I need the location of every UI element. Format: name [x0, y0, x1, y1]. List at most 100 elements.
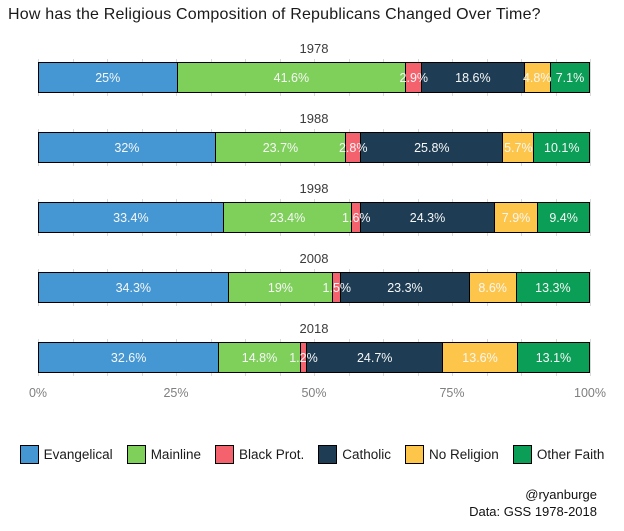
stacked-bar: 34.3% 19% 1.5% 23.3% 8.6% 13.3% [38, 272, 590, 303]
bar-segment-catholic: 24.7% [306, 343, 443, 372]
bar-segment-other-faith: 10.1% [533, 133, 589, 162]
bar-segment-value: 41.6% [273, 70, 310, 85]
bar-segment-value: 24.7% [356, 350, 393, 365]
bar-segment-other-faith: 13.1% [516, 343, 589, 372]
facet-panel: 25% 41.6% 2.9% 18.6% 4.8% 7.1% [38, 59, 591, 96]
attribution-source: Data: GSS 1978-2018 [469, 504, 597, 519]
attribution: @ryanburge Data: GSS 1978-2018 [469, 486, 597, 520]
legend-item-catholic: Catholic [318, 445, 391, 464]
stacked-bar: 33.4% 23.4% 1.6% 24.3% 7.9% 9.4% [38, 202, 590, 233]
bar-segment-evangelical: 25% [39, 63, 177, 92]
bar-segment-other-faith: 9.4% [537, 203, 589, 232]
bar-segment-value: 1.6% [342, 210, 371, 225]
x-axis-tick: 50% [301, 386, 327, 400]
bar-segment-catholic: 25.8% [360, 133, 503, 162]
bar-segment-black-prot-: 1.2% [289, 343, 318, 372]
bar-segment-value: 5.7% [504, 140, 533, 155]
bar-segment-no-religion: 5.7% [502, 133, 534, 162]
legend-label: Other Faith [536, 447, 605, 462]
legend-swatch [512, 445, 532, 464]
facet-year-label: 1978 [299, 41, 329, 56]
facet-1978: 1978 25% 41.6% 2.9% 18.6% 4.8% 7.1% [38, 36, 591, 106]
bar-segment-other-faith: 13.3% [515, 273, 589, 302]
gridline [590, 269, 591, 306]
bar-segment-value: 32.6% [110, 350, 147, 365]
legend-swatch [214, 445, 234, 464]
bar-segment-evangelical: 33.4% [39, 203, 223, 232]
legend-item-black-prot-: Black Prot. [214, 445, 305, 464]
facet-1998: 1998 33.4% 23.4% 1.6% 24.3% 7.9% 9.4% [38, 176, 591, 246]
bar-segment-value: 13.6% [462, 350, 498, 365]
gridline [590, 129, 591, 166]
legend-label: No Religion [429, 447, 499, 462]
bar-segment-value: 9.4% [549, 210, 578, 225]
legend-item-other-faith: Other Faith [512, 445, 605, 464]
facet-year-label: 1988 [299, 111, 329, 126]
bar-segment-value: 8.6% [478, 280, 507, 295]
x-axis-tick: 100% [574, 386, 606, 400]
legend-label: Black Prot. [238, 447, 305, 462]
bar-segment-value: 10.1% [544, 140, 580, 155]
bar-segment-value: 18.6% [455, 70, 491, 85]
legend-item-evangelical: Evangelical [19, 445, 113, 464]
bar-segment-black-prot-: 2.9% [400, 63, 428, 92]
bar-segment-catholic: 24.3% [360, 203, 494, 232]
facet-panel: 33.4% 23.4% 1.6% 24.3% 7.9% 9.4% [38, 199, 591, 236]
bar-segment-value: 2.8% [338, 140, 368, 155]
legend-label: Evangelical [43, 447, 113, 462]
bar-segment-value: 23.4% [269, 210, 306, 225]
bar-segment-catholic: 18.6% [421, 63, 524, 92]
bar-segment-no-religion: 7.9% [493, 203, 538, 232]
facet-2008: 2008 34.3% 19% 1.5% 23.3% 8.6% 13.3% [38, 246, 591, 316]
facet-year-label: 2018 [299, 321, 329, 336]
chart-title: How has the Religious Composition of Rep… [8, 6, 541, 23]
bar-segment-value: 34.3% [115, 280, 152, 295]
bar-segment-value: 23.3% [387, 280, 423, 295]
bar-segment-value: 33.4% [113, 210, 149, 225]
legend-label: Catholic [342, 447, 392, 462]
legend-label: Mainline [150, 447, 201, 462]
bar-segment-black-prot-: 1.5% [323, 273, 351, 302]
bar-segment-value: 1.5% [322, 280, 352, 295]
stacked-bar: 32.6% 14.8% 1.2% 24.7% 13.6% 13.1% [38, 342, 590, 373]
legend-item-mainline: Mainline [126, 445, 201, 464]
legend-swatch [19, 445, 39, 464]
gridline [590, 59, 591, 96]
facet-2018: 2018 32.6% 14.8% 1.2% 24.7% 13.6% 13.1% [38, 316, 591, 386]
bar-segment-value: 13.1% [535, 350, 572, 365]
facet-1988: 1988 32% 23.7% 2.8% 25.8% 5.7% 10.1% [38, 106, 591, 176]
bar-segment-mainline: 41.6% [176, 63, 406, 92]
legend-item-no-religion: No Religion [405, 445, 499, 464]
bar-segment-mainline: 23.7% [214, 133, 346, 162]
legend-swatch [318, 445, 338, 464]
bar-segment-other-faith: 7.1% [549, 63, 589, 92]
x-axis-tick: 75% [439, 386, 465, 400]
bar-segment-black-prot-: 2.8% [339, 133, 367, 162]
bar-segment-value: 7.9% [501, 210, 531, 225]
bar-segment-no-religion: 4.8% [523, 63, 551, 92]
bar-segment-evangelical: 32.6% [39, 343, 219, 372]
bar-segment-evangelical: 34.3% [39, 273, 228, 302]
bar-segment-value: 7.1% [555, 70, 585, 85]
bar-segment-value: 19% [267, 280, 293, 295]
bar-segment-mainline: 19% [227, 273, 333, 302]
facets-container: 1978 25% 41.6% 2.9% 18.6% 4.8% 7.1% 1988 32% 23.7… [38, 36, 591, 386]
bar-segment-evangelical: 32% [39, 133, 215, 162]
bar-segment-value: 14.8% [241, 350, 278, 365]
x-axis-tick: 0% [28, 386, 48, 400]
facet-year-label: 2008 [299, 251, 329, 266]
bar-segment-no-religion: 8.6% [468, 273, 516, 302]
bar-segment-value: 32% [114, 140, 140, 155]
facet-panel: 32.6% 14.8% 1.2% 24.7% 13.6% 13.1% [38, 339, 591, 376]
gridline [590, 199, 591, 236]
facet-panel: 34.3% 19% 1.5% 23.3% 8.6% 13.3% [38, 269, 591, 306]
legend: Evangelical Mainline Black Prot. Catholic No… [0, 445, 624, 464]
facet-year-label: 1998 [299, 181, 329, 196]
bar-segment-no-religion: 13.6% [442, 343, 517, 372]
x-axis-tick: 25% [163, 386, 189, 400]
bar-segment-black-prot-: 1.6% [342, 203, 371, 232]
stacked-bar: 32% 23.7% 2.8% 25.8% 5.7% 10.1% [38, 132, 590, 163]
bar-segment-value: 25.8% [414, 140, 450, 155]
stacked-bar: 25% 41.6% 2.9% 18.6% 4.8% 7.1% [38, 62, 590, 93]
